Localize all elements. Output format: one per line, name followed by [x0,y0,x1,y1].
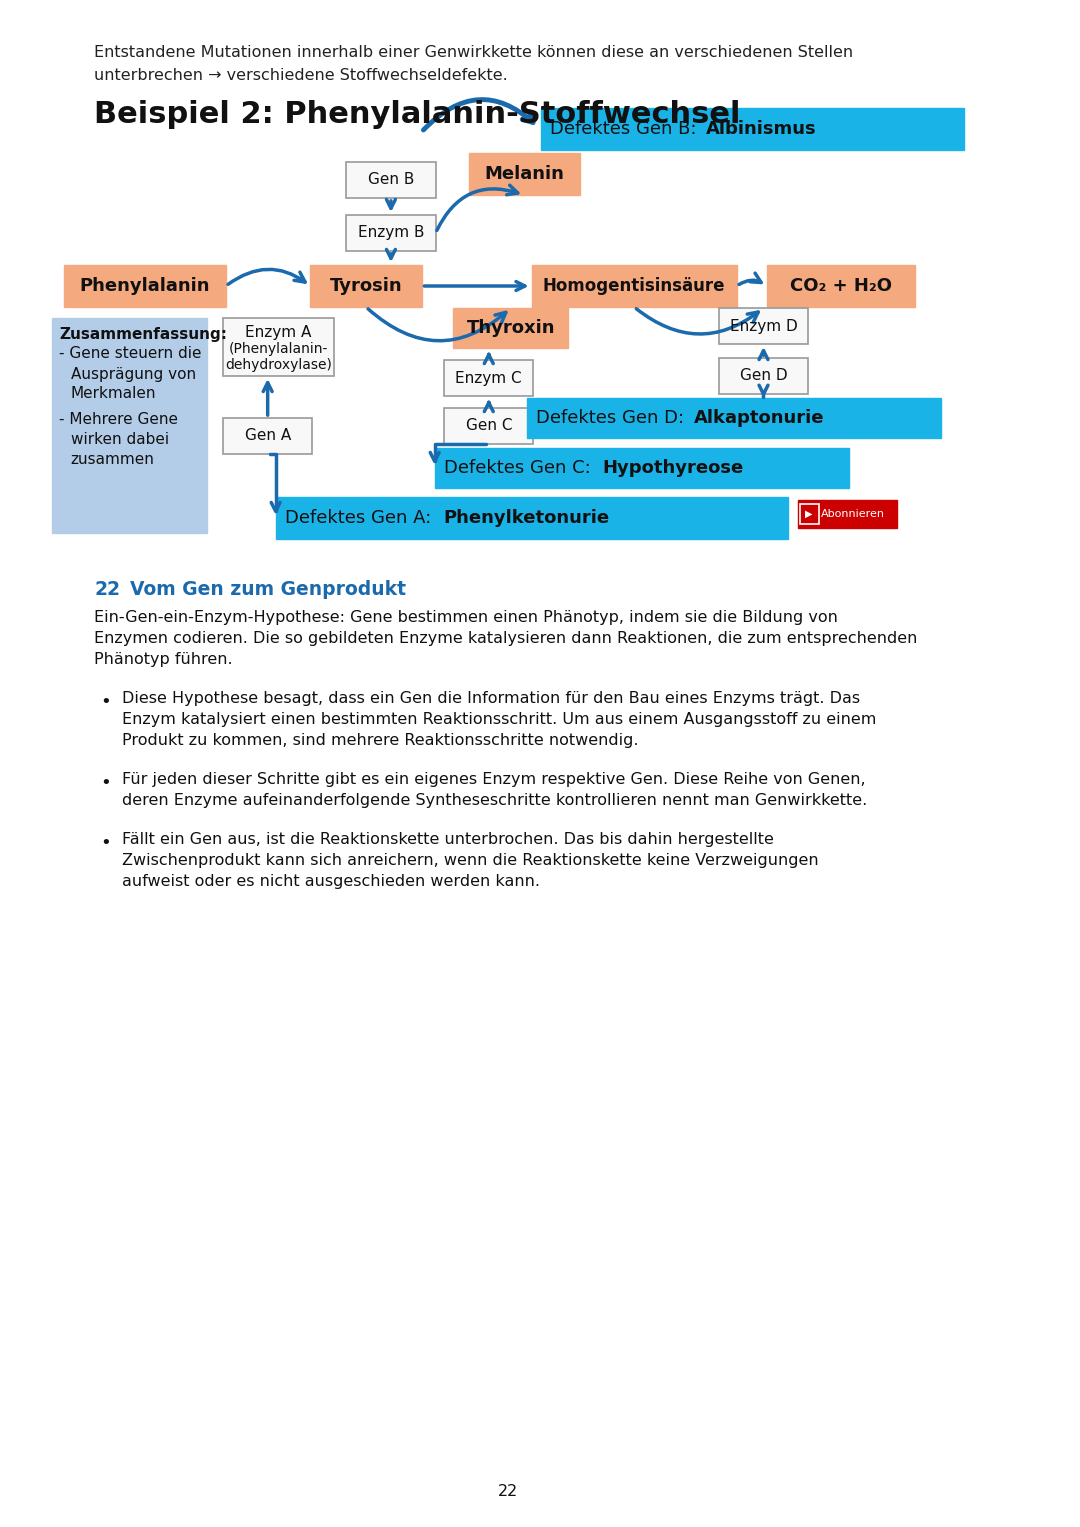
Text: Defektes Gen D:: Defektes Gen D: [537,409,690,428]
Text: Diese Hypothese besagt, dass ein Gen die Information für den Bau eines Enzyms tr: Diese Hypothese besagt, dass ein Gen die… [122,692,861,705]
Text: Beispiel 2: Phenylalanin-Stoffwechsel: Beispiel 2: Phenylalanin-Stoffwechsel [94,99,741,128]
Text: ▶: ▶ [806,508,813,519]
Bar [719,357,808,394]
Text: •: • [100,774,111,793]
Text: aufweist oder es nicht ausgeschieden werden kann.: aufweist oder es nicht ausgeschieden wer… [122,873,540,889]
Text: Homogentisinsäure: Homogentisinsäure [543,276,726,295]
Text: Phänotyp führen.: Phänotyp führen. [94,652,232,667]
Bar [52,318,207,533]
Bar [222,418,312,454]
FancyArrowPatch shape [228,269,306,284]
FancyArrowPatch shape [368,308,505,341]
Text: wirken dabei: wirken dabei [70,432,168,447]
Text: •: • [100,693,111,712]
Bar [434,447,849,489]
Text: - Mehrere Gene: - Mehrere Gene [59,412,178,428]
Text: Albinismus: Albinismus [705,121,816,137]
Text: Defektes Gen B:: Defektes Gen B: [551,121,703,137]
Text: Tyrosin: Tyrosin [329,276,403,295]
Text: Merkmalen: Merkmalen [70,386,157,402]
Text: Vom Gen zum Genprodukt: Vom Gen zum Genprodukt [130,580,406,599]
Text: Enzym C: Enzym C [456,371,522,385]
Bar [541,108,964,150]
Text: zusammen: zusammen [70,452,154,467]
Bar [527,399,941,438]
Bar [799,504,819,524]
Text: Enzymen codieren. Die so gebildeten Enzyme katalysieren dann Reaktionen, die zum: Enzymen codieren. Die so gebildeten Enzy… [94,631,918,646]
Text: Fällt ein Gen aus, ist die Reaktionskette unterbrochen. Das bis dahin hergestell: Fällt ein Gen aus, ist die Reaktionskett… [122,832,774,847]
Text: Für jeden dieser Schritte gibt es ein eigenes Enzym respektive Gen. Diese Reihe : Für jeden dieser Schritte gibt es ein ei… [122,773,866,786]
Text: Gen D: Gen D [740,368,787,383]
Bar [719,308,808,344]
Bar [310,266,421,307]
Text: Enzym katalysiert einen bestimmten Reaktionsschritt. Um aus einem Ausgangsstoff : Enzym katalysiert einen bestimmten Reakt… [122,712,877,727]
Text: Hypothyreose: Hypothyreose [603,460,743,476]
Bar [64,266,226,307]
Text: - Gene steuern die: - Gene steuern die [59,347,202,362]
Text: Phenylalanin: Phenylalanin [80,276,211,295]
FancyArrowPatch shape [423,99,534,130]
Text: Gen C: Gen C [465,418,512,434]
Bar [798,499,896,528]
Text: 22: 22 [498,1484,518,1500]
Bar [347,162,435,199]
Text: Thyroxin: Thyroxin [467,319,555,337]
Text: unterbrechen → verschiedene Stoffwechseldefekte.: unterbrechen → verschiedene Stoffwechsel… [94,69,508,82]
Text: Alkaptonurie: Alkaptonurie [694,409,825,428]
FancyArrowPatch shape [436,185,517,231]
Text: dehydroxylase): dehydroxylase) [225,357,332,373]
Text: Phenylketonurie: Phenylketonurie [443,508,609,527]
Text: Enzym A: Enzym A [245,325,312,339]
Text: Zwischenprodukt kann sich anreichern, wenn die Reaktionskette keine Verzweigunge: Zwischenprodukt kann sich anreichern, we… [122,854,819,867]
Bar [275,496,788,539]
Bar [222,318,334,376]
Bar [767,266,916,307]
FancyArrowPatch shape [739,273,761,284]
Text: Entstandene Mutationen innerhalb einer Genwirkkette können diese an verschiedene: Entstandene Mutationen innerhalb einer G… [94,44,853,60]
Text: deren Enzyme aufeinanderfolgende Syntheseschritte kontrollieren nennt man Genwir: deren Enzyme aufeinanderfolgende Synthes… [122,793,867,808]
Text: (Phenylalanin-: (Phenylalanin- [229,342,328,356]
Text: Gen A: Gen A [244,429,291,443]
Text: •: • [100,834,111,852]
Text: Produkt zu kommen, sind mehrere Reaktionsschritte notwendig.: Produkt zu kommen, sind mehrere Reaktion… [122,733,638,748]
Text: Ausprägung von: Ausprägung von [70,366,195,382]
Text: CO₂ + H₂O: CO₂ + H₂O [791,276,892,295]
Text: 22: 22 [94,580,120,599]
Text: Gen B: Gen B [367,173,414,188]
Text: Ein-Gen-ein-Enzym-Hypothese: Gene bestimmen einen Phänotyp, indem sie die Bildun: Ein-Gen-ein-Enzym-Hypothese: Gene bestim… [94,609,838,625]
Text: Defektes Gen A:: Defektes Gen A: [285,508,437,527]
Bar [347,215,435,250]
Bar [444,360,534,395]
Bar [444,408,534,444]
FancyArrowPatch shape [636,308,758,334]
Text: Zusammenfassung:: Zusammenfassung: [59,327,227,342]
Bar [454,308,568,348]
Text: Abonnieren: Abonnieren [822,508,886,519]
Bar [469,153,580,195]
Text: Enzym B: Enzym B [357,226,424,240]
Text: Enzym D: Enzym D [730,319,797,333]
Bar [531,266,737,307]
Text: Defektes Gen C:: Defektes Gen C: [444,460,596,476]
Text: Melanin: Melanin [484,165,564,183]
